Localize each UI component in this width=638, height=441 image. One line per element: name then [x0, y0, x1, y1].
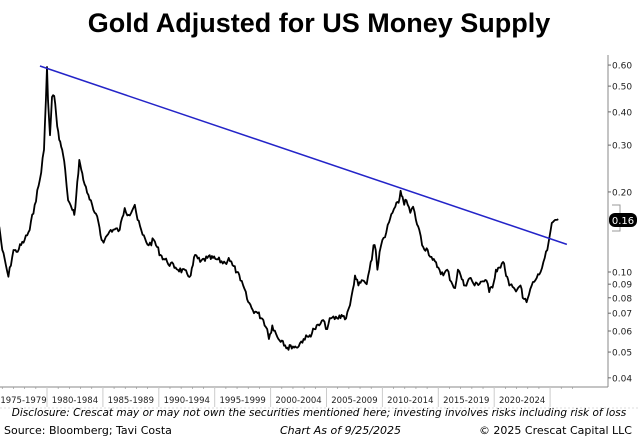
y-tick-label: 0.05: [612, 349, 632, 359]
x-tick-label: 1990-1994: [164, 396, 210, 406]
x-tick-label: 1995-1999: [219, 396, 265, 406]
x-tick-label: 2015-2019: [443, 396, 489, 406]
x-tick-label: 1985-1989: [108, 396, 154, 406]
last-value-badge-bg: [609, 213, 637, 227]
last-value-badge: 0.16: [609, 213, 637, 227]
y-tick-label: 0.40: [612, 108, 632, 118]
x-tick-label: 2005-2009: [331, 396, 377, 406]
y-tick-label: 0.50: [612, 83, 632, 93]
series-layer: [0, 65, 568, 351]
trendline: [39, 65, 568, 246]
gold-money-supply-line: [0, 66, 559, 351]
as-of-date: Chart As of 9/25/2025: [280, 424, 401, 437]
axes: [0, 55, 609, 389]
last-value-label: 0.16: [612, 216, 634, 227]
y-tick-label: 0.30: [612, 142, 632, 152]
x-tick-label: 2020-2024: [499, 396, 545, 406]
x-axis-categories: 1975-1979 1980-1984 1985-1989 1990-1994 1995…: [0, 387, 638, 409]
x-tick-label: 2000-2004: [275, 396, 321, 406]
y-tick-label: 0.06: [612, 328, 632, 338]
y-tick-label: 0.04: [612, 374, 632, 384]
source-text: Source: Bloomberg; Tavi Costa: [4, 424, 172, 437]
x-tick-label: 2010-2014: [387, 396, 433, 406]
copyright-text: © 2025 Crescat Capital LLC: [478, 424, 632, 437]
disclosure-text: Disclosure: Crescat may or may not own t…: [11, 407, 627, 419]
x-tick-label: 1975-1979: [0, 396, 46, 406]
y-tick-label: 0.10: [612, 269, 632, 279]
y-tick-label: 0.07: [612, 310, 632, 320]
y-tick-label: 0.20: [612, 188, 632, 198]
y-axis-ticks: 0.60 0.50 0.40 0.30 0.20 0.10 0.09 0.08 0.07 0.06…: [608, 62, 632, 384]
chart-title: Gold Adjusted for US Money Supply: [87, 8, 551, 38]
y-tick-label: 0.08: [612, 294, 632, 304]
x-tick-label: 1980-1984: [52, 396, 98, 406]
y-tick-label: 0.09: [612, 281, 632, 291]
y-tick-label: 0.60: [612, 62, 632, 72]
